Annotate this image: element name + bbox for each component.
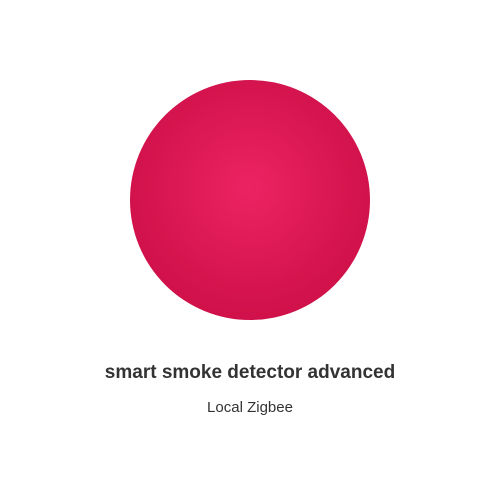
device-name: smart smoke detector advanced xyxy=(104,362,396,383)
device-protocol: Local Zigbee xyxy=(207,399,293,416)
device-image xyxy=(130,80,370,320)
